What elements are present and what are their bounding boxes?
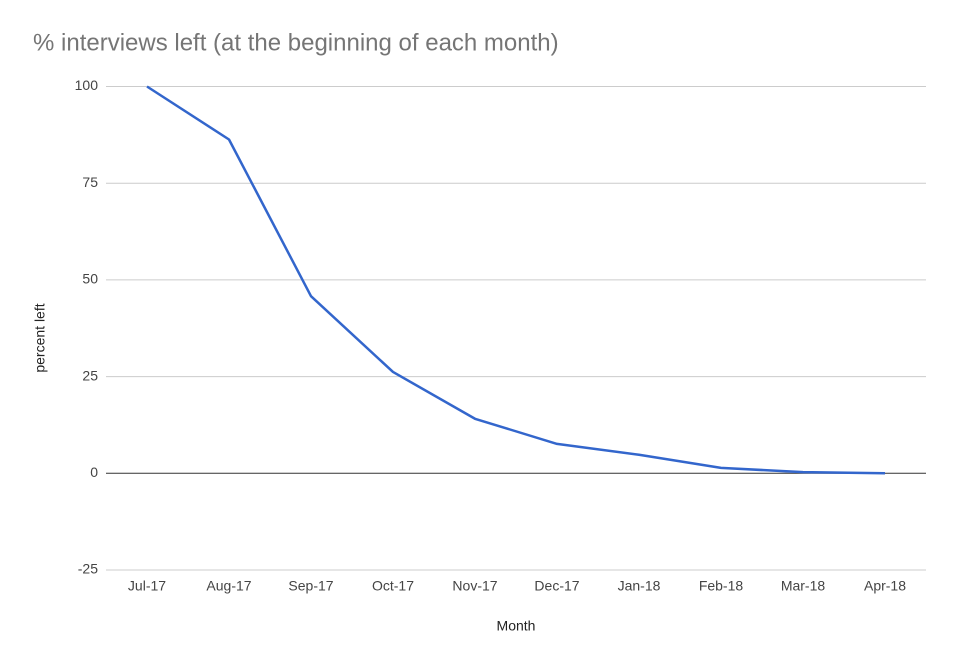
chart-title: % interviews left (at the beginning of e…	[33, 29, 559, 56]
y-tick-label: 0	[90, 464, 98, 480]
x-axis-title: Month	[497, 618, 536, 634]
data-line	[146, 85, 886, 475]
x-tick-label: Mar-18	[781, 578, 826, 594]
x-tick-label: Nov-17	[452, 578, 497, 594]
y-tick-label: 25	[82, 367, 98, 383]
x-tick-label: Jul-17	[128, 578, 166, 594]
x-tick-label: Apr-18	[864, 578, 906, 594]
x-tick-label: Oct-17	[372, 578, 414, 594]
x-tick-label: Sep-17	[288, 578, 333, 594]
y-axis-title: percent left	[32, 303, 48, 372]
x-tick-label: Feb-18	[699, 578, 744, 594]
y-tick-label: -25	[78, 561, 98, 577]
x-tick-label: Aug-17	[206, 578, 251, 594]
y-tick-label: 50	[82, 271, 98, 287]
x-tick-label: Dec-17	[534, 578, 579, 594]
y-tick-label: 75	[82, 174, 98, 190]
x-tick-label: Jan-18	[618, 578, 661, 594]
y-tick-label: 100	[75, 77, 99, 93]
